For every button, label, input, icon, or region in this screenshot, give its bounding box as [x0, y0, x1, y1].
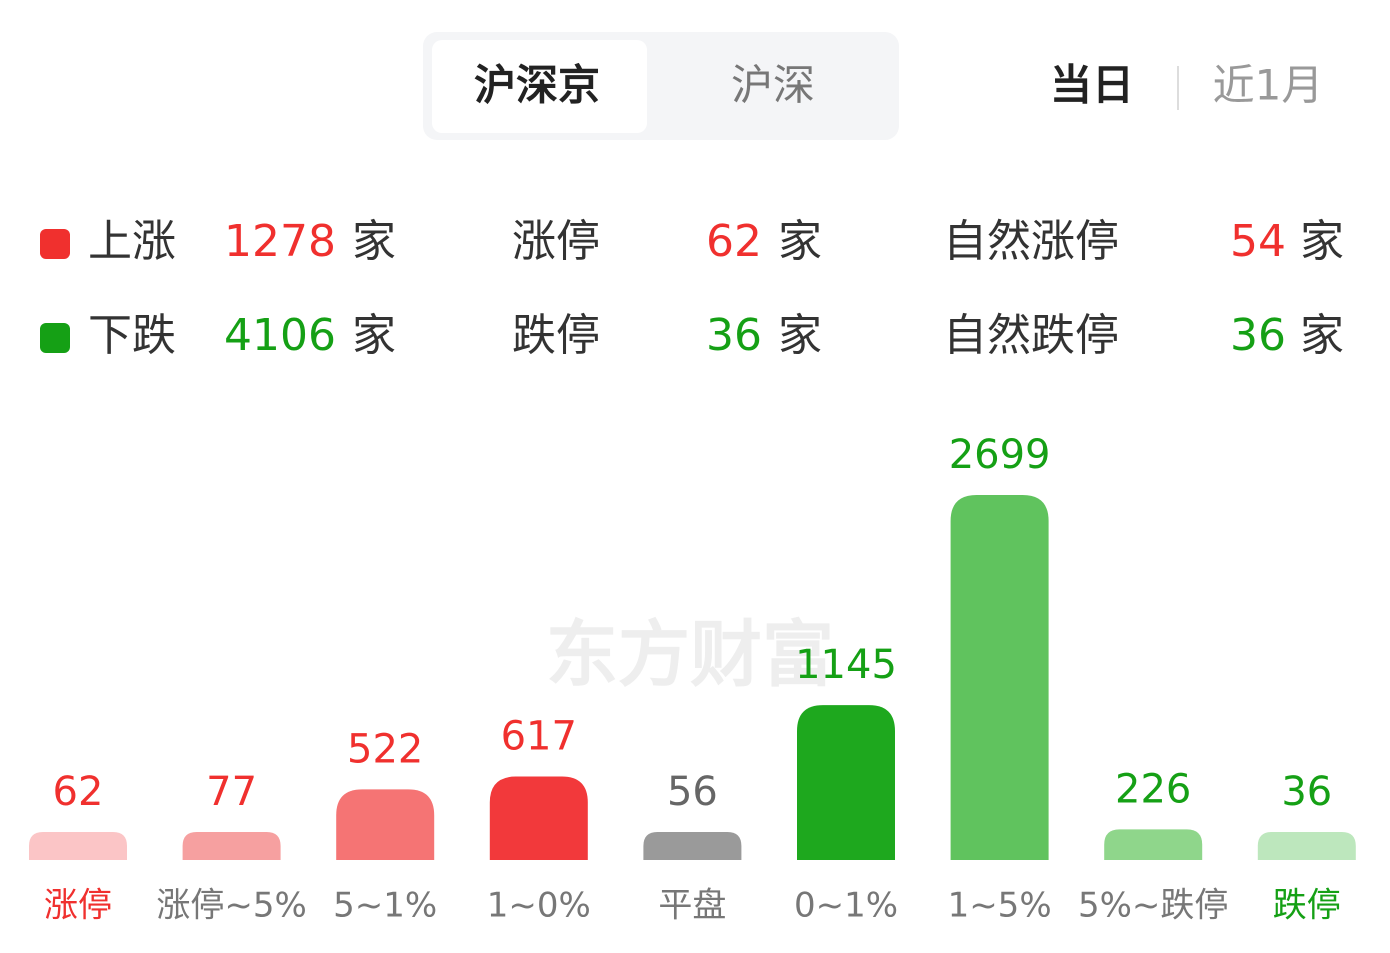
- stat-label: 跌停: [512, 310, 600, 361]
- value-label: 522: [347, 726, 423, 772]
- stat-value: 4106: [224, 310, 336, 361]
- bar: [643, 832, 742, 860]
- category-label: 1~5%: [948, 886, 1052, 926]
- tab[interactable]: 沪深: [731, 61, 815, 110]
- value-label: 56: [667, 769, 718, 815]
- stat-value: 36: [1230, 310, 1286, 361]
- bar: [29, 832, 127, 860]
- stat-label: 涨停: [512, 216, 600, 267]
- unit: 家: [778, 216, 822, 267]
- bar-chart: 62 涨停 77 涨停~5% 522 5~1% 617 1~0% 56 平盘 1145 0~1% 269…: [29, 432, 1356, 926]
- unit: 家: [1300, 216, 1344, 267]
- bar: [182, 832, 281, 860]
- unit: 家: [778, 310, 822, 361]
- category-label: 平盘: [658, 886, 726, 926]
- summary: 上涨 1278 家涨停 62 家自然涨停 54 家下跌 4106 家跌停 36 家自然跌停 36 家: [40, 216, 1344, 361]
- category-label: 5~1%: [333, 886, 437, 926]
- category-label: 涨停: [44, 886, 112, 926]
- category-label: 5%~跌停: [1078, 886, 1228, 926]
- legend-swatch: [40, 323, 70, 353]
- tab-active-bg: [432, 40, 647, 133]
- bar: [336, 789, 435, 860]
- bar: [950, 495, 1049, 860]
- period-tab[interactable]: 当日: [1050, 61, 1134, 110]
- value-label: 1145: [795, 642, 897, 688]
- stat-value: 36: [706, 310, 762, 361]
- value-label: 2699: [949, 432, 1051, 478]
- category-label: 0~1%: [794, 886, 898, 926]
- legend-swatch: [40, 229, 70, 259]
- unit: 家: [1300, 310, 1344, 361]
- stat-value: 62: [706, 216, 762, 267]
- bar: [1104, 829, 1203, 860]
- stat-value: 1278: [224, 216, 336, 267]
- row-label: 上涨: [88, 216, 176, 267]
- category-label: 跌停: [1273, 886, 1341, 926]
- value-label: 226: [1115, 766, 1191, 812]
- stat-value: 54: [1230, 216, 1286, 267]
- value-label: 617: [501, 714, 577, 760]
- value-label: 62: [53, 769, 104, 815]
- category-label: 涨停~5%: [156, 886, 306, 926]
- stat-label: 自然跌停: [943, 310, 1119, 361]
- unit: 家: [352, 310, 396, 361]
- tab[interactable]: 沪深京: [474, 61, 600, 110]
- stat-label: 自然涨停: [943, 216, 1119, 267]
- category-label: 1~0%: [487, 886, 591, 926]
- row-label: 下跌: [88, 310, 176, 361]
- bar: [797, 705, 895, 860]
- period-tab[interactable]: 近1月: [1213, 61, 1324, 110]
- watermark: 东方财富: [546, 613, 834, 697]
- unit: 家: [352, 216, 396, 267]
- bar: [1257, 832, 1356, 860]
- value-label: 36: [1281, 769, 1332, 815]
- value-label: 77: [206, 769, 257, 815]
- bar: [489, 776, 588, 860]
